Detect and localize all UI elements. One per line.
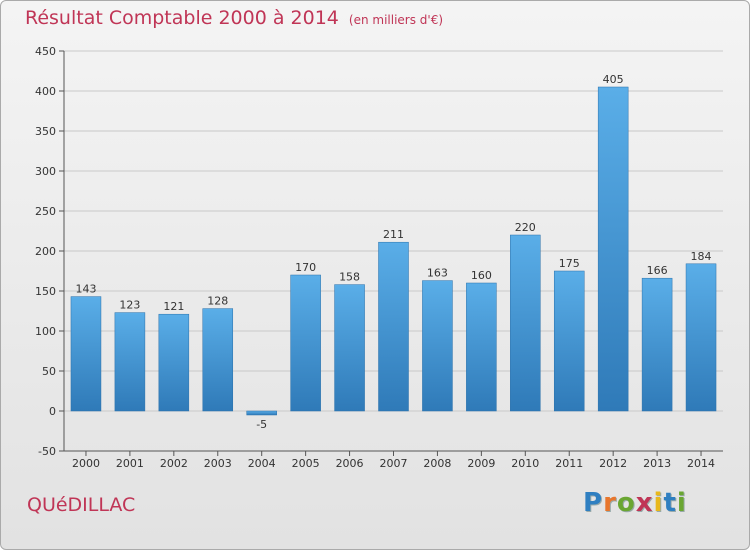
bar-value-label: 123 bbox=[119, 299, 140, 312]
y-tick-label: 200 bbox=[35, 245, 56, 258]
bar-value-label: 170 bbox=[295, 261, 316, 274]
bar bbox=[510, 234, 541, 412]
logo-letter: r bbox=[603, 488, 617, 518]
bars bbox=[70, 86, 717, 416]
y-tick-label: 250 bbox=[35, 205, 56, 218]
bar bbox=[334, 284, 365, 412]
x-tick-label: 2013 bbox=[643, 457, 671, 470]
bar-value-label: 175 bbox=[559, 257, 580, 270]
x-tick-label: 2011 bbox=[555, 457, 583, 470]
x-tick-label: 2008 bbox=[423, 457, 451, 470]
x-tick-label: 2009 bbox=[467, 457, 495, 470]
bar-value-label: 166 bbox=[647, 264, 668, 277]
bar bbox=[114, 312, 146, 412]
x-tick-label: 2004 bbox=[248, 457, 276, 470]
commune-name: QUéDILLAC bbox=[27, 494, 136, 516]
bar bbox=[246, 410, 277, 416]
logo-letter: i bbox=[676, 488, 687, 518]
y-tick-label: 350 bbox=[35, 125, 56, 138]
x-tick-label: 2005 bbox=[292, 457, 320, 470]
bar bbox=[202, 308, 234, 412]
x-tick-label: 2002 bbox=[160, 457, 188, 470]
x-tick-label: 2012 bbox=[599, 457, 627, 470]
logo-letter: t bbox=[663, 488, 677, 518]
y-tick-label: 450 bbox=[35, 45, 56, 58]
x-tick-label: 2007 bbox=[380, 457, 408, 470]
x-tick-label: 2010 bbox=[511, 457, 539, 470]
logo-letter: x bbox=[635, 488, 654, 518]
bar-value-label: 405 bbox=[603, 73, 624, 86]
y-tick-label: 100 bbox=[35, 325, 56, 338]
chart-title-text: Résultat Comptable 2000 à 2014 bbox=[25, 7, 339, 29]
bar bbox=[553, 270, 585, 412]
bar-value-label: 158 bbox=[339, 271, 360, 284]
y-tick-label: 50 bbox=[42, 365, 56, 378]
y-tick-label: 400 bbox=[35, 85, 56, 98]
bar bbox=[597, 86, 629, 412]
x-tick-label: 2001 bbox=[116, 457, 144, 470]
y-tick-label: 0 bbox=[49, 405, 56, 418]
x-tick-label: 2006 bbox=[336, 457, 364, 470]
bar-value-label: 143 bbox=[75, 283, 96, 296]
bar bbox=[466, 282, 497, 412]
x-tick-label: 2014 bbox=[687, 457, 715, 470]
bar-value-label: -5 bbox=[256, 418, 267, 431]
bar bbox=[378, 241, 409, 412]
bar bbox=[70, 296, 102, 412]
chart-title: Résultat Comptable 2000 à 2014 (en millie… bbox=[25, 7, 443, 29]
y-tick-label: 150 bbox=[35, 285, 56, 298]
bar-value-label: 128 bbox=[207, 295, 228, 308]
bar bbox=[290, 274, 321, 412]
bar-value-label: 163 bbox=[427, 267, 448, 280]
bar bbox=[422, 280, 453, 412]
bar-value-label: 211 bbox=[383, 228, 404, 241]
x-tick-label: 2000 bbox=[72, 457, 100, 470]
chart-subtitle: (en milliers d'€) bbox=[348, 13, 444, 27]
bar-value-label: 121 bbox=[163, 300, 184, 313]
axes: -50 0 50 100 150 200 250 300 350 400 450 2000 2001 20… bbox=[35, 45, 723, 470]
value-labels: 143 123 121 128 -5 170 158 211 163 160 220 175 405 16… bbox=[75, 73, 711, 431]
bar bbox=[641, 277, 673, 412]
y-tick-label: 300 bbox=[35, 165, 56, 178]
x-tick-label: 2003 bbox=[204, 457, 232, 470]
bar-value-label: 220 bbox=[515, 221, 536, 234]
bar bbox=[685, 263, 717, 412]
logo-letter: P bbox=[583, 488, 604, 518]
bar-value-label: 160 bbox=[471, 269, 492, 282]
logo-letter: o bbox=[616, 488, 636, 518]
y-tick-label: -50 bbox=[38, 445, 56, 458]
bar bbox=[158, 313, 190, 412]
proxiti-logo[interactable]: Proxiti bbox=[583, 488, 687, 518]
logo-letter: i bbox=[653, 488, 664, 518]
bar-value-label: 184 bbox=[691, 250, 712, 263]
